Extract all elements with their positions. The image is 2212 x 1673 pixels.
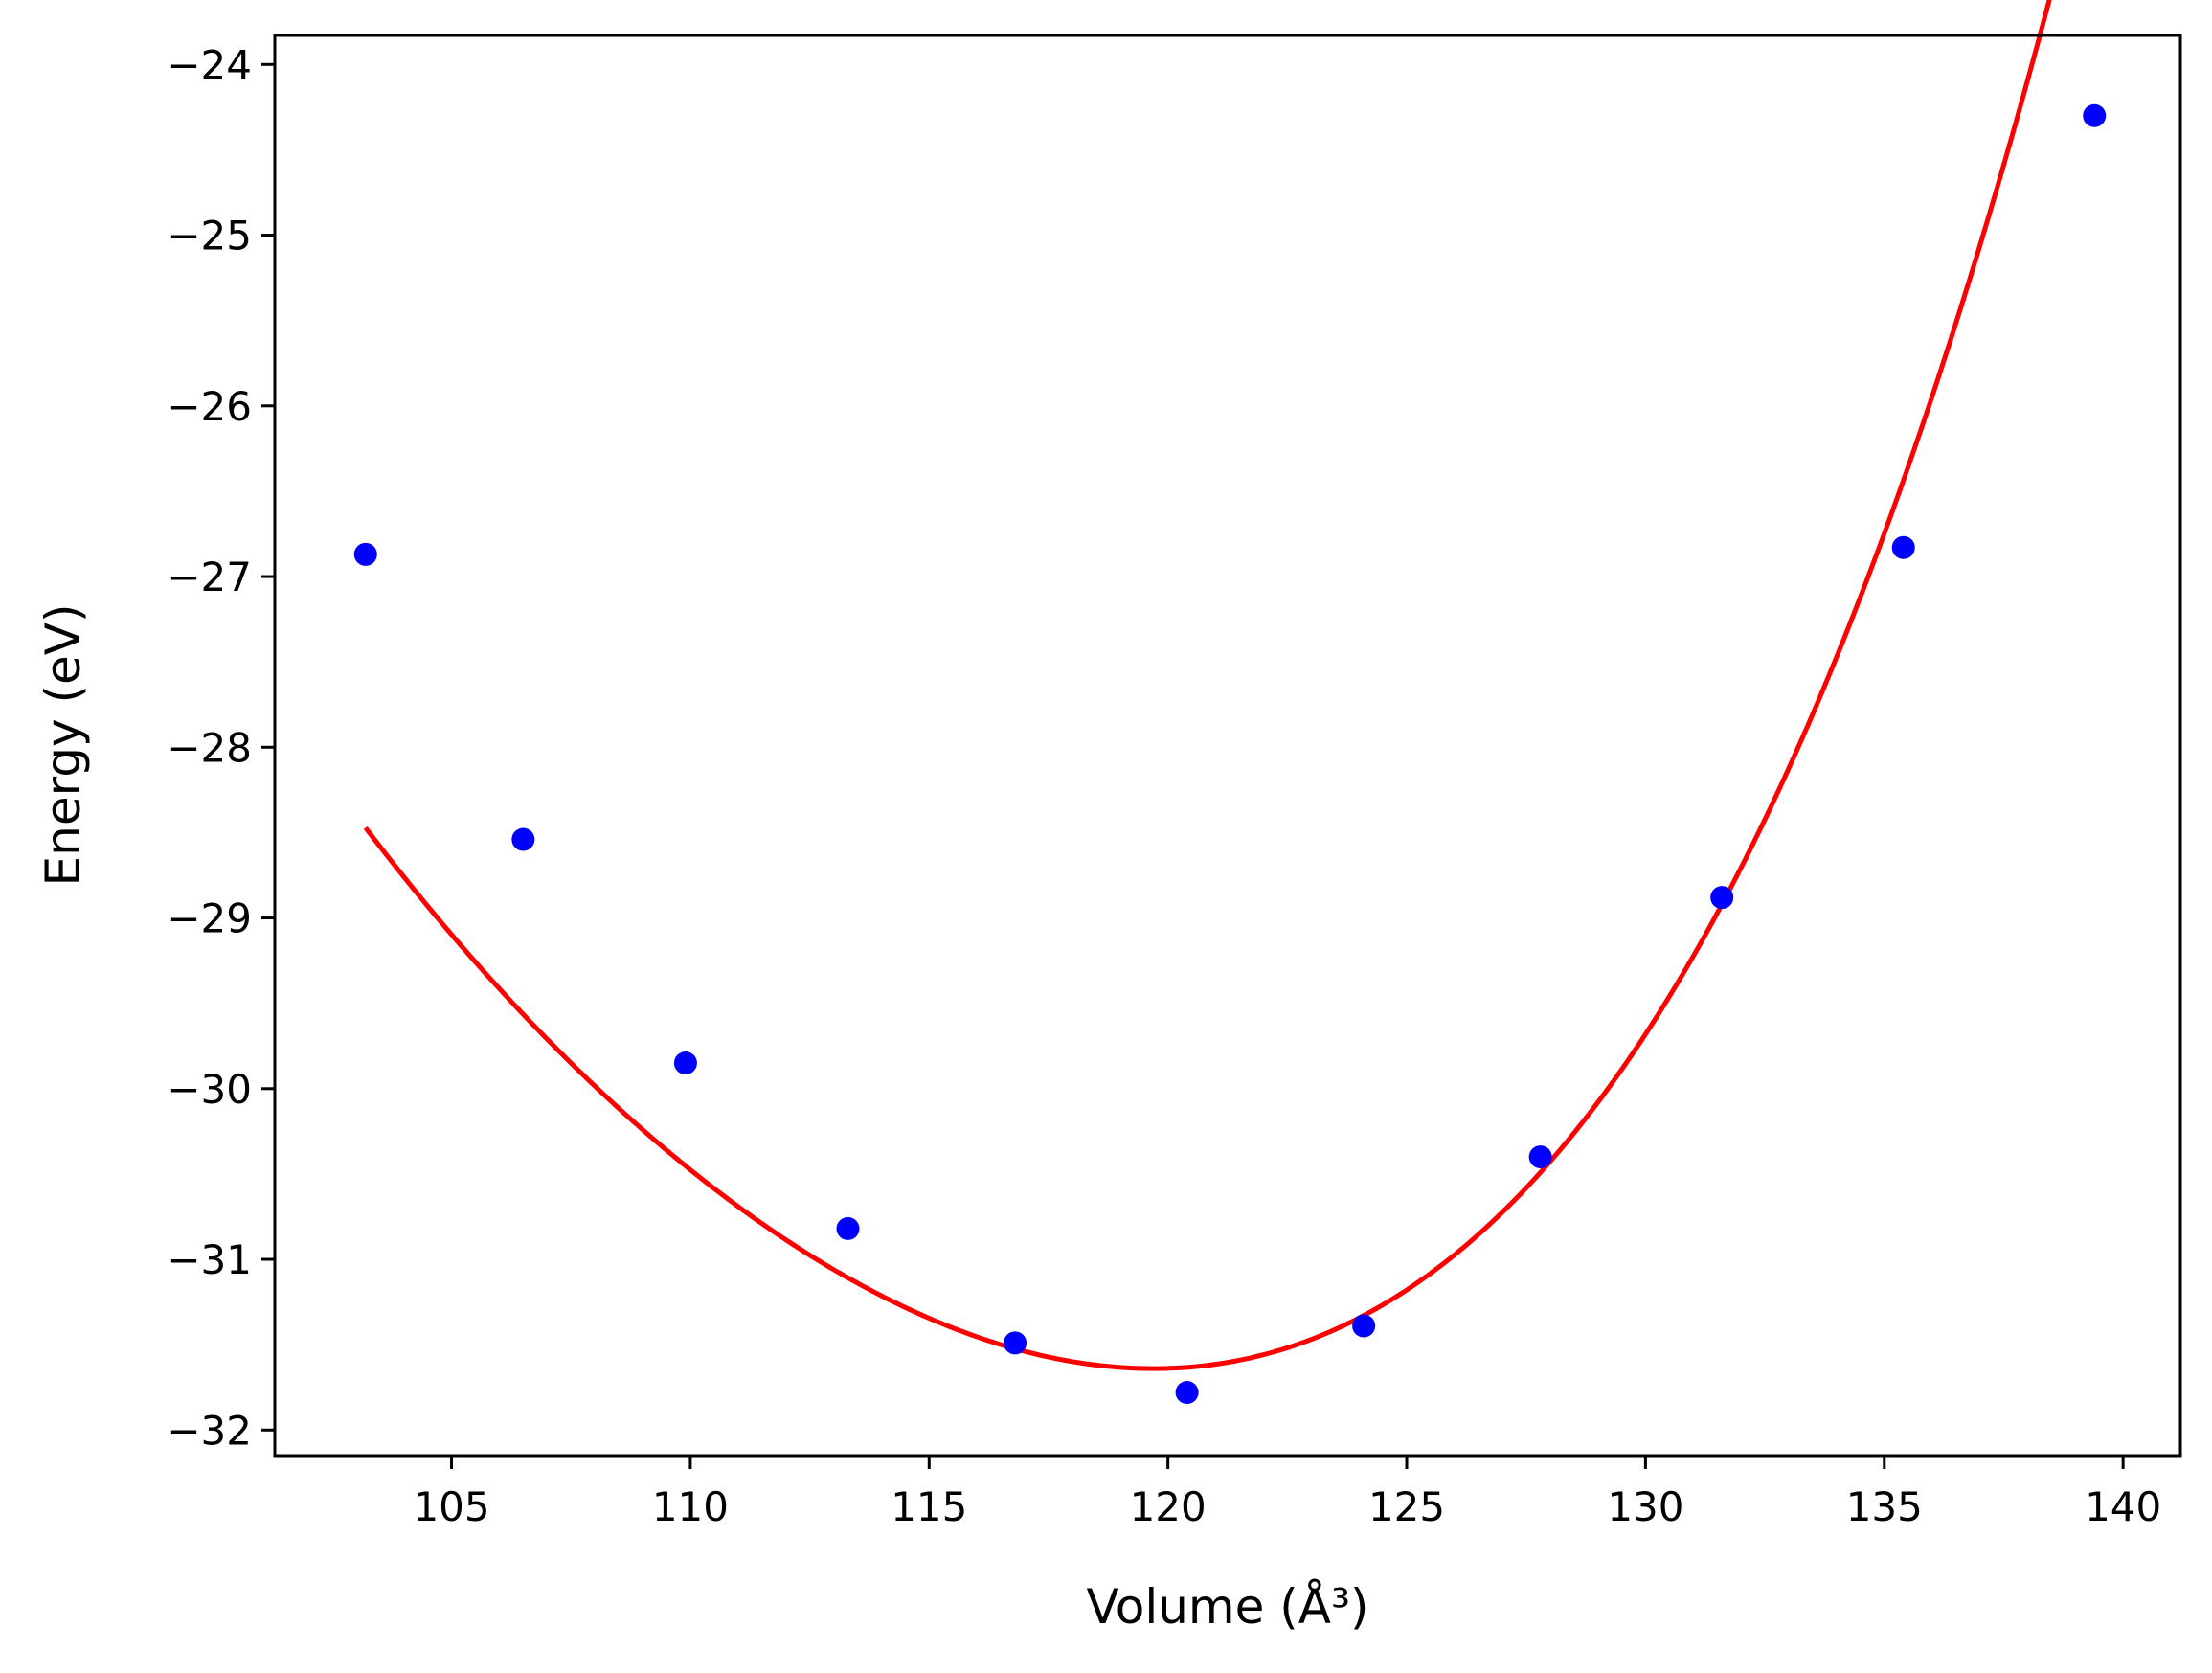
x-tick-label: 130 [1607, 1483, 1683, 1530]
data-point [1004, 1331, 1027, 1355]
data-point [2083, 103, 2107, 127]
y-tick-label: −24 [167, 41, 252, 88]
y-tick-label: −28 [167, 724, 252, 771]
y-tick-label: −30 [167, 1066, 252, 1113]
y-tick-label: −32 [167, 1407, 252, 1454]
y-tick-label: −31 [167, 1236, 252, 1283]
data-points-layer [353, 103, 2107, 1405]
data-point [1528, 1145, 1552, 1169]
data-point [673, 1051, 697, 1075]
x-tick-label: 115 [891, 1483, 967, 1530]
data-point [1352, 1314, 1376, 1338]
x-axis-label: Volume (Å³) [1086, 1579, 1368, 1635]
x-tick-label: 120 [1130, 1483, 1207, 1530]
data-point [511, 827, 535, 851]
x-tick-label: 105 [413, 1483, 489, 1530]
data-point [1710, 886, 1734, 910]
data-point [353, 542, 377, 566]
y-tick-label: −29 [167, 895, 252, 942]
x-tick-label: 140 [2085, 1483, 2161, 1530]
fit-curve [363, 0, 2052, 1371]
x-tick-label: 110 [652, 1483, 729, 1530]
y-axis-label: Energy (eV) [35, 604, 91, 887]
y-tick-label: −25 [167, 213, 252, 260]
data-point [1891, 535, 1915, 559]
data-point [836, 1216, 860, 1240]
x-tick-label: 125 [1368, 1483, 1445, 1530]
plot-frame [273, 34, 2182, 1458]
x-tick-label: 135 [1846, 1483, 1923, 1530]
data-point [1175, 1381, 1199, 1405]
y-tick-label: −27 [167, 554, 252, 600]
y-axis-ticks: −24 −25 −26 −27 −28 −29 −30 −31 −32 [167, 41, 275, 1454]
fit-curve-layer [363, 0, 2052, 1371]
y-tick-label: −26 [167, 383, 252, 430]
x-axis-ticks: 105 110 115 120 125 130 135 140 [413, 1456, 2161, 1530]
